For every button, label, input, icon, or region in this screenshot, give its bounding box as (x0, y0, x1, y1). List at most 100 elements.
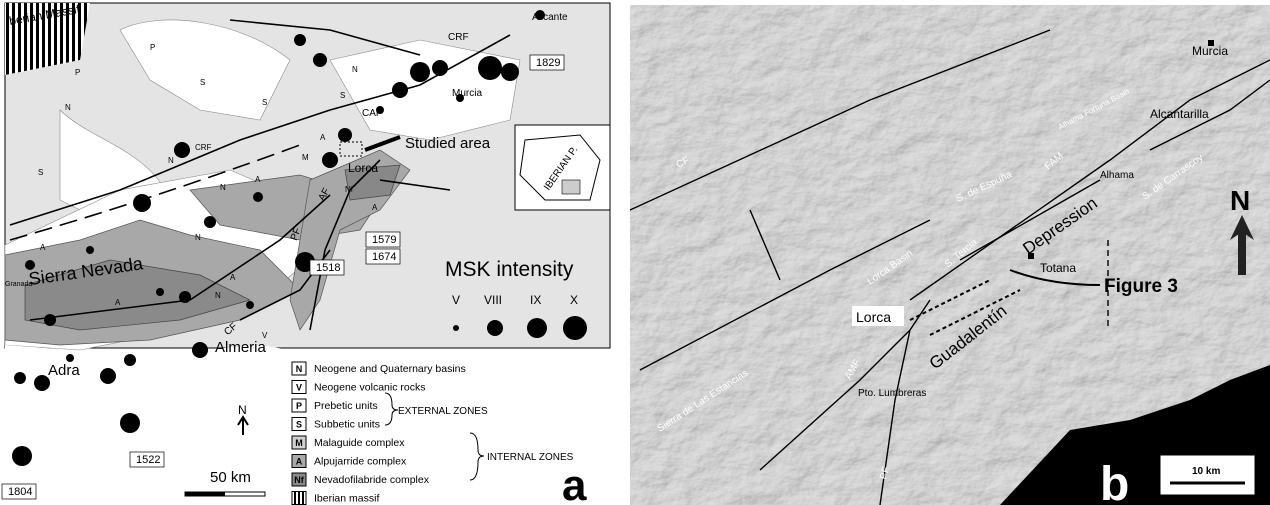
unit-label: N (215, 291, 221, 300)
unit-label: N (195, 233, 201, 242)
map-circle (120, 413, 140, 433)
map-circle (44, 314, 56, 326)
map-circle (563, 316, 587, 340)
legend-label: Nevadofilabride complex (314, 474, 430, 486)
unit-label: P (75, 68, 80, 77)
place-label: Murcia (452, 88, 482, 99)
legend-code: A (296, 457, 303, 467)
map-circle (294, 34, 306, 46)
unit-label: Nf (345, 185, 354, 194)
fault-label: CAF (362, 108, 382, 119)
legend-label: Iberian massif (314, 493, 379, 505)
map-circle (124, 354, 136, 366)
place-label: Almeria (215, 339, 267, 356)
map-circle (487, 320, 503, 336)
place-label: Totana (1040, 261, 1076, 275)
legend-label: Prebetic units (314, 400, 378, 412)
unit-label: P (150, 43, 155, 52)
map-circle (410, 62, 430, 82)
year-label: 1804 (8, 486, 32, 498)
map-circle (392, 82, 408, 98)
panel-b-map: Murcia Alcantarilla Alhama Fortuna Basin… (630, 0, 1270, 505)
unit-label: V (262, 331, 268, 340)
legend-label: X (570, 293, 578, 307)
map-circle (501, 63, 519, 81)
map-circle (192, 342, 208, 358)
unit-label: A (255, 175, 261, 184)
place-label: Studied area (405, 135, 491, 152)
legend-code: N (296, 364, 303, 374)
legend-label: VIII (484, 293, 502, 307)
legend-code: S (296, 420, 302, 430)
map-circle (86, 246, 94, 254)
place-label: Pto. Lumbreras (858, 388, 926, 399)
fault-label: CRF (195, 143, 212, 152)
group-label: INTERNAL ZONES (487, 452, 574, 463)
place-label: Adra (48, 362, 80, 379)
map-circle (253, 192, 263, 202)
place-label: Alcantarilla (1150, 107, 1209, 121)
unit-label: A (115, 298, 121, 307)
map-circle (478, 56, 502, 80)
unit-label: S (262, 98, 267, 107)
unit-label: A (320, 133, 326, 142)
place-label: Lorca (348, 161, 378, 175)
place-label: Alhama (1100, 170, 1134, 181)
place-label: Lorca (856, 309, 891, 325)
place-label: Granada (5, 281, 32, 288)
map-path (385, 393, 398, 425)
year-label: 1674 (372, 251, 396, 263)
unit-label: A (230, 273, 236, 282)
scale-label: 10 km (1192, 466, 1220, 477)
unit-label: N (220, 183, 226, 192)
year-label: 1518 (316, 262, 340, 274)
unit-label: S (340, 91, 345, 100)
map-circle (432, 60, 448, 76)
map-rect (185, 492, 225, 496)
panel-a-map: Iberian Massif Alicante Murcia Lorca Stu… (0, 0, 615, 505)
map-circle (246, 301, 254, 309)
map-path (470, 433, 484, 480)
fault-label: CRF (448, 32, 469, 43)
figure-reference: Figure 3 (1104, 276, 1178, 297)
legend-label: Alpujarride complex (314, 456, 407, 468)
map-circle (313, 53, 327, 67)
legend-code: V (296, 383, 302, 393)
map-circle (179, 291, 191, 303)
unit-label: M (302, 153, 309, 162)
legend-code: P (296, 401, 302, 411)
map-rect (562, 180, 580, 194)
legend-code: M (295, 438, 303, 448)
legend-title: MSK intensity (445, 258, 574, 281)
unit-label: N (65, 103, 71, 112)
map-circle (204, 216, 216, 228)
unit-label: N (168, 156, 174, 165)
page: {"panel_a":{ "map_labels":{"iberian_mass… (0, 0, 1270, 505)
north-label: N (238, 403, 247, 417)
map-circle (174, 142, 190, 158)
map-circle (66, 354, 74, 362)
scale-label: 50 km (210, 469, 251, 486)
legend-code: Nf (294, 475, 304, 485)
map-circle (14, 372, 26, 384)
map-circle (453, 325, 459, 331)
unit-label: A (40, 243, 46, 252)
place-label: Murcia (1192, 44, 1228, 58)
year-label: 1522 (136, 454, 160, 466)
legend-label: Malaguide complex (314, 437, 405, 449)
unit-label: S (38, 168, 43, 177)
map-circle (100, 368, 116, 384)
legend-label: Subbetic units (314, 419, 380, 431)
unit-label: A (372, 203, 378, 212)
year-label: 1829 (536, 57, 560, 69)
legend-hatch (294, 492, 296, 505)
legend-hatch (298, 492, 300, 505)
map-circle (322, 152, 338, 168)
legend-label: Neogene and Quaternary basins (314, 363, 466, 375)
unit-label: S (200, 78, 205, 87)
north-label: N (1230, 185, 1250, 216)
map-circle (156, 288, 164, 296)
panel-letter: b (1100, 458, 1129, 505)
unit-label: N (352, 65, 358, 74)
